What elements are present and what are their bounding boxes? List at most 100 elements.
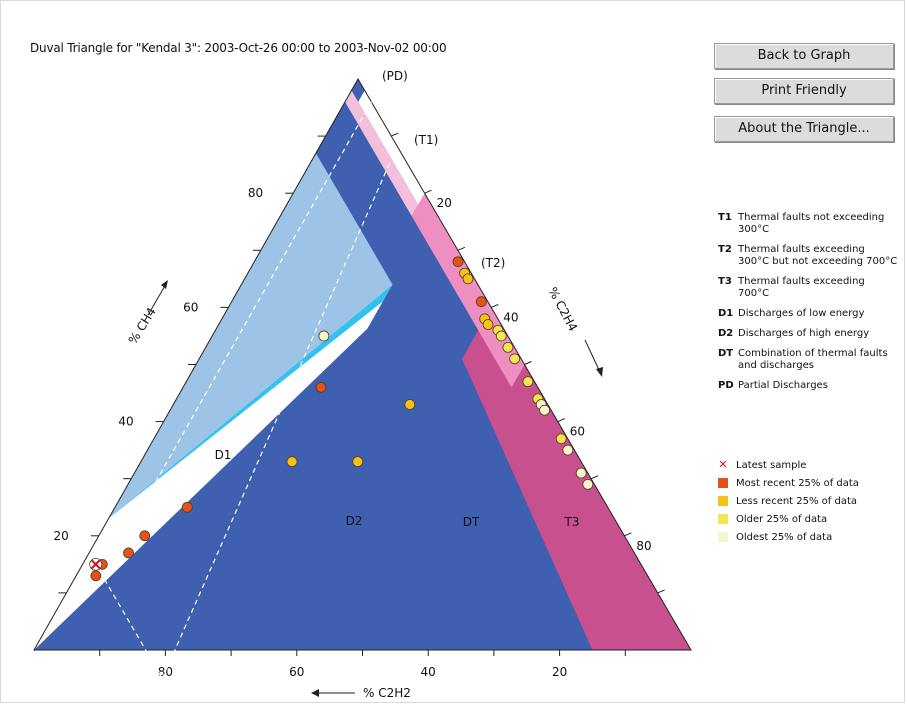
print-friendly-button[interactable]: Print Friendly (714, 78, 894, 104)
data-point-q1 (139, 530, 151, 542)
latest-sample-row: ✕ Latest sample (718, 456, 859, 474)
zone-d2 (108, 244, 455, 519)
axis-label-c2h4: % C2H4 (545, 285, 580, 334)
zone-label-dt: DT (463, 515, 480, 529)
zone-dt (34, 79, 606, 650)
q1-swatch (718, 478, 728, 488)
axis-label-c2h2: % C2H2 (363, 686, 411, 700)
data-point-q2 (352, 456, 364, 467)
legend-text: Partial Discharges (738, 380, 828, 391)
tick-label-c2h4: 40 (503, 310, 518, 324)
legend-text: Thermal faults exceeding 300°C but not e… (738, 244, 898, 267)
legend-text: Thermal faults not exceeding 300°C (738, 212, 885, 235)
tick-c2h4 (590, 475, 599, 480)
axis-arrowhead-c2h4 (596, 367, 603, 377)
latest-sample-icon: ✕ (718, 458, 728, 471)
data-point-q1 (475, 296, 487, 308)
q2-row: Less recent 25% of data (718, 492, 859, 510)
zone-label-d2: D2 (346, 514, 363, 528)
legend-row-dt: DT Combination of thermal faults and disc… (718, 348, 898, 372)
tick-c2h4 (391, 132, 399, 137)
legend-key: D1 (718, 308, 734, 319)
data-point-q3 (502, 341, 514, 353)
legend-key: DT (718, 348, 734, 359)
tick-label-c2h2: 40 (421, 665, 436, 679)
tick-label-c2h2: 80 (158, 665, 173, 679)
zone-label-t1: (T1) (414, 133, 438, 147)
q1-label: Most recent 25% of data (736, 477, 859, 489)
tick-label-c2h2: 20 (552, 665, 567, 679)
data-point-q2 (482, 319, 494, 330)
legend-row-t3: T3 Thermal faults exceeding 700°C (718, 276, 898, 300)
data-point-q1 (181, 501, 193, 513)
data-point-q1 (315, 381, 327, 393)
tick-label-c2h4: 80 (636, 539, 651, 553)
q2-label: Less recent 25% of data (736, 495, 858, 507)
tick-label-c2h2: 60 (289, 665, 304, 679)
data-point-q4 (575, 467, 587, 479)
q4-swatch (718, 532, 728, 542)
zone-t1 (345, 90, 419, 217)
zone-label-d1: D1 (215, 448, 232, 462)
data-point-q3 (555, 433, 567, 445)
tick-label-ch4: 40 (118, 415, 133, 429)
zone-label-t2: (T2) (481, 256, 505, 270)
zone-label-t3: T3 (564, 515, 580, 529)
tick-label-ch4: 80 (248, 186, 263, 200)
legend-text: Discharges of low energy (738, 308, 865, 319)
data-point-q2 (462, 273, 474, 285)
data-point-q3 (509, 353, 520, 365)
tick-c2h4 (557, 418, 565, 423)
zone-t3 (462, 318, 691, 650)
data-point-q3 (522, 376, 534, 388)
q3-row: Older 25% of data (718, 510, 859, 528)
data-point-q4 (582, 479, 594, 490)
about-triangle-button[interactable]: About the Triangle... (714, 116, 894, 142)
zone-label-pd: (PD) (382, 69, 408, 83)
latest-sample-cross (91, 559, 101, 570)
data-point-q1 (123, 547, 134, 559)
legend-row-t1: T1 Thermal faults not exceeding 300°C (718, 212, 898, 236)
tick-c2h4 (424, 189, 432, 194)
tick-c2h4 (624, 532, 632, 537)
tick-c2h4 (491, 303, 499, 308)
legend-text: Combination of thermal faults and discha… (738, 348, 888, 371)
axis-arrow-c2h4 (584, 339, 601, 373)
trend-line (161, 159, 392, 679)
tick-c2h4 (657, 589, 665, 594)
chart-title: Duval Triangle for "Kendal 3": 2003-Oct-… (30, 41, 447, 55)
zone-pd (351, 79, 365, 91)
zone-legend: T1 Thermal faults not exceeding 300°C T2 T… (718, 212, 898, 400)
legend-key: PD (718, 380, 734, 391)
q3-label: Older 25% of data (736, 513, 828, 525)
legend-row-t2: T2 Thermal faults exceeding 300°C but not… (718, 244, 898, 268)
legend-key: T2 (718, 244, 732, 255)
sample-legend: ✕ Latest sample Most recent 25% of data L… (718, 456, 859, 546)
data-point-q1 (452, 256, 464, 268)
axis-arrowhead-c2h2 (311, 689, 319, 697)
data-point-q4 (318, 330, 330, 342)
axis-label-ch4: % CH4 (126, 305, 159, 347)
legend-text: Thermal faults exceeding 700°C (738, 276, 865, 299)
tick-label-c2h4: 20 (437, 196, 452, 210)
q4-label: Oldest 25% of data (736, 531, 833, 543)
q4-row: Oldest 25% of data (718, 528, 859, 546)
trend-line (101, 101, 372, 679)
tick-label-ch4: 60 (183, 300, 198, 314)
legend-key: T1 (718, 212, 732, 223)
axis-arrow-ch4 (147, 283, 167, 316)
legend-key: D2 (718, 328, 734, 339)
back-to-graph-button[interactable]: Back to Graph (714, 43, 894, 69)
q3-swatch (718, 514, 728, 524)
q2-swatch (718, 496, 728, 506)
zone-t2 (411, 193, 525, 388)
tick-c2h4 (524, 361, 532, 365)
tick-c2h4 (457, 246, 466, 251)
zone-d1 (34, 153, 393, 651)
legend-key: T3 (718, 276, 732, 287)
legend-row-d2: D2 Discharges of high energy (718, 328, 898, 340)
axis-arrowhead-ch4 (161, 280, 168, 289)
data-point-q1 (90, 570, 102, 582)
